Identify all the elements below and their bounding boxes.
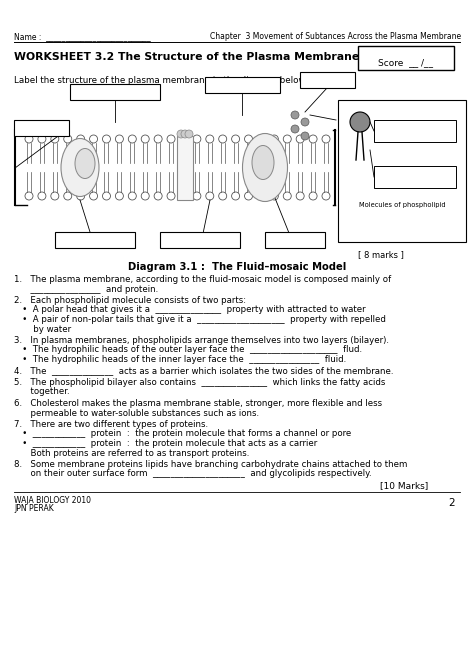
Circle shape [291, 111, 299, 119]
Bar [177, 136, 193, 199]
Bar [265, 232, 325, 248]
Ellipse shape [61, 138, 99, 197]
Text: Name :  ___________________________: Name : ___________________________ [14, 32, 151, 41]
Text: 4.   The  ______________  acts as a barrier which isolates the two sides of the : 4. The ______________ acts as a barrier … [14, 367, 393, 375]
Text: 2.   Each phospholipid molecule consists of two parts:: 2. Each phospholipid molecule consists o… [14, 296, 246, 305]
Text: permeable to water-soluble substances such as ions.: permeable to water-soluble substances su… [14, 409, 259, 417]
Text: 6.   Cholesterol makes the plasma membrane stable, stronger, more flexible and l: 6. Cholesterol makes the plasma membrane… [14, 399, 382, 408]
Text: JPN PERAK: JPN PERAK [14, 504, 54, 513]
Circle shape [291, 125, 299, 133]
Ellipse shape [252, 145, 274, 179]
Bar [374, 120, 456, 142]
Text: 7.   There are two different types of proteins.: 7. There are two different types of prot… [14, 420, 208, 429]
Bar [205, 77, 280, 93]
Text: Molecules of phospholipid: Molecules of phospholipid [359, 202, 445, 208]
Circle shape [185, 130, 193, 138]
Circle shape [177, 130, 185, 138]
Text: •  The hydrophilic heads of the outer layer face the  ____________________  flud: • The hydrophilic heads of the outer lay… [14, 345, 362, 355]
Text: WAJA BIOLOGY 2010: WAJA BIOLOGY 2010 [14, 496, 91, 505]
Circle shape [181, 130, 189, 138]
Text: 3.   In plasma membranes, phospholipids arrange themselves into two layers (bila: 3. In plasma membranes, phospholipids ar… [14, 336, 389, 345]
Circle shape [350, 112, 370, 132]
Text: together.: together. [14, 387, 70, 397]
Bar [160, 232, 240, 248]
Bar [358, 46, 454, 70]
Bar [55, 232, 135, 248]
Circle shape [301, 118, 309, 126]
Text: •  A polar head that gives it a  _______________  property with attracted to wat: • A polar head that gives it a _________… [14, 306, 365, 314]
Text: 5.   The phospholipid bilayer also contains  _______________  which links the fa: 5. The phospholipid bilayer also contain… [14, 378, 385, 387]
Text: •  The hydrophilic heads of the inner layer face the  ________________  fluid.: • The hydrophilic heads of the inner lay… [14, 355, 346, 364]
Text: Chapter  3 Movement of Subtances Across the Plasma Membrane: Chapter 3 Movement of Subtances Across t… [210, 32, 461, 41]
Ellipse shape [243, 134, 288, 201]
Bar [338, 100, 466, 242]
Text: •  ____________  protein  :  the protein molecule that acts as a carrier: • ____________ protein : the protein mol… [14, 439, 317, 448]
Text: 2: 2 [448, 498, 455, 508]
Circle shape [301, 132, 309, 140]
Text: 8.   Some membrane proteins lipids have branching carbohydrate chains attached t: 8. Some membrane proteins lipids have br… [14, 460, 407, 469]
Ellipse shape [75, 149, 95, 179]
Text: Label the structure of the plasma membrane in the diagram below.: Label the structure of the plasma membra… [14, 76, 308, 85]
Text: •  ____________  protein  :  the protein molecule that forms a channel or pore: • ____________ protein : the protein mol… [14, 429, 351, 438]
Text: •  A pair of non-polar tails that give it a  ____________________  property with: • A pair of non-polar tails that give it… [14, 315, 386, 324]
Bar [14, 120, 69, 136]
Text: 1.   The plasma membrane, according to the fluid-mosaic model is composed mainly: 1. The plasma membrane, according to the… [14, 275, 391, 284]
Bar [374, 166, 456, 188]
Bar [300, 72, 355, 88]
Text: Score  __ /__: Score __ /__ [379, 58, 434, 67]
Text: WORKSHEET 3.2 The Structure of the Plasma Membrane: WORKSHEET 3.2 The Structure of the Plasm… [14, 52, 359, 62]
Text: on their outer surface form  _____________________  and glycolipids respectively: on their outer surface form ____________… [14, 470, 372, 478]
Text: [ 8 marks ]: [ 8 marks ] [358, 250, 404, 259]
Bar [70, 84, 160, 100]
Text: [10 Marks]: [10 Marks] [380, 481, 428, 490]
Text: Diagram 3.1 :  The Fluid–mosaic Model: Diagram 3.1 : The Fluid–mosaic Model [128, 262, 346, 272]
Text: by water: by water [14, 324, 71, 334]
Text: Both proteins are referred to as transport proteins.: Both proteins are referred to as transpo… [14, 448, 249, 458]
Text: ________________  and protein.: ________________ and protein. [14, 284, 158, 294]
